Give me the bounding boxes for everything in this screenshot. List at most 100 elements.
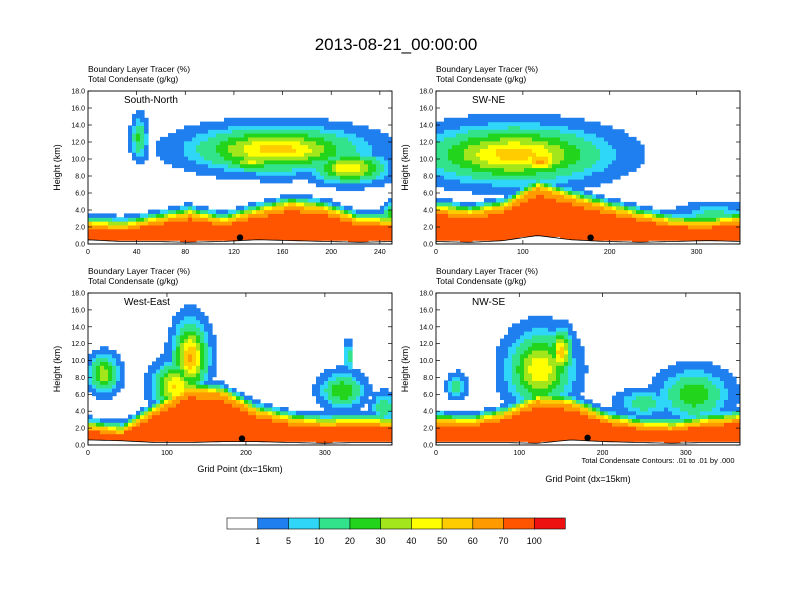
field-cell <box>256 171 261 176</box>
field-cell <box>668 232 673 237</box>
field-cell <box>200 209 205 214</box>
field-cell <box>700 232 705 237</box>
field-cell <box>616 133 621 138</box>
field-cell <box>328 414 333 419</box>
field-cell <box>380 395 385 400</box>
field-cell <box>176 331 181 336</box>
field-cell <box>180 376 185 381</box>
field-cell <box>592 228 597 234</box>
field-cell <box>288 121 293 127</box>
field-cell <box>120 236 125 241</box>
field-cell <box>156 410 161 416</box>
field-cell <box>304 426 309 431</box>
field-cell <box>620 232 625 237</box>
field-cell <box>492 232 497 237</box>
field-cell <box>272 159 277 165</box>
field-cell <box>476 133 481 138</box>
field-cell <box>448 136 453 142</box>
field-cell <box>508 175 513 180</box>
field-cell <box>236 437 241 442</box>
field-cell <box>588 129 593 134</box>
field-cell <box>240 410 245 416</box>
field-cell <box>552 232 557 237</box>
field-cell <box>116 357 121 362</box>
field-cell <box>140 144 145 149</box>
x-tick-label: 100 <box>161 450 173 457</box>
field-cell <box>324 148 329 153</box>
field-cell <box>576 209 581 214</box>
field-cell <box>204 129 209 134</box>
field-cell <box>180 163 185 169</box>
field-cell <box>108 429 113 435</box>
field-cell <box>608 221 613 226</box>
field-cell <box>316 380 321 385</box>
field-cell <box>236 209 241 214</box>
field-cell <box>376 407 381 412</box>
field-cell <box>168 353 173 359</box>
field-cell <box>324 201 329 207</box>
field-cell <box>472 152 477 157</box>
field-cell <box>272 407 277 412</box>
field-cell <box>248 395 253 400</box>
field-cell <box>264 133 269 138</box>
field-cell <box>200 376 205 381</box>
field-cell <box>308 224 313 230</box>
field-cell <box>728 221 733 226</box>
field-cell <box>628 144 633 149</box>
field-cell <box>172 144 177 149</box>
field-cell <box>312 422 317 427</box>
field-cell <box>308 194 313 199</box>
field-cell <box>172 365 177 370</box>
field-cell <box>636 236 641 241</box>
field-cell <box>372 414 377 419</box>
field-cell <box>468 232 473 237</box>
field-cell <box>596 136 601 142</box>
field-cell <box>536 156 541 161</box>
field-cell <box>672 209 677 214</box>
field-cell <box>572 121 577 127</box>
field-cell <box>340 133 345 138</box>
field-cell <box>724 217 729 222</box>
field-cell <box>224 129 229 134</box>
field-cell <box>164 433 169 438</box>
field-cell <box>240 403 245 408</box>
field-cell <box>692 217 697 222</box>
field-cell <box>208 156 213 161</box>
field-cell <box>484 125 489 130</box>
tracer-field <box>88 304 392 445</box>
field-cell <box>336 422 341 427</box>
field-cell <box>512 178 517 184</box>
field-cell <box>620 148 625 153</box>
field-cell <box>208 422 213 427</box>
field-cell <box>652 236 657 241</box>
field-cell <box>576 236 581 241</box>
field-cell <box>348 388 353 393</box>
field-cell <box>476 117 481 123</box>
field-cell <box>316 178 321 184</box>
field-cell <box>196 433 201 438</box>
field-cell <box>488 224 493 230</box>
field-cell <box>436 228 441 234</box>
field-cell <box>144 410 149 416</box>
field-cell <box>108 422 113 427</box>
field-cell <box>496 236 501 241</box>
field-cell <box>276 163 281 169</box>
field-cell <box>216 380 221 385</box>
field-cell <box>300 228 305 234</box>
field-cell <box>504 125 509 130</box>
field-cell <box>452 232 457 237</box>
y-axis-label: Height (km) <box>400 144 410 191</box>
field-cell <box>320 422 325 427</box>
field-cell <box>328 175 333 180</box>
field-cell <box>108 384 113 389</box>
field-cell <box>564 209 569 214</box>
field-cell <box>444 156 449 161</box>
field-cell <box>348 342 353 347</box>
field-cell <box>588 221 593 226</box>
field-cell <box>520 140 525 146</box>
field-cell <box>712 217 717 222</box>
field-cell <box>184 323 189 328</box>
field-cell <box>244 121 249 127</box>
field-cell <box>476 144 481 149</box>
field-cell <box>536 198 541 203</box>
